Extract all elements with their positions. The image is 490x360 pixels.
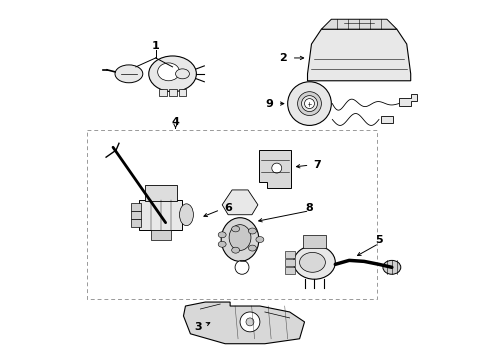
Bar [131,203,141,211]
Polygon shape [222,190,258,215]
Bar [285,260,294,266]
Ellipse shape [294,246,335,279]
Text: 3: 3 [195,322,202,332]
Bar [131,211,141,219]
Text: 4: 4 [172,117,179,127]
Text: 9: 9 [266,99,274,109]
Bar [139,200,182,230]
Text: 1: 1 [152,41,160,51]
Bar [302,235,326,248]
Bar [145,185,176,201]
Ellipse shape [115,65,143,83]
Bar [151,230,171,239]
Ellipse shape [175,69,190,79]
Circle shape [272,163,282,173]
Bar [169,89,176,96]
Ellipse shape [383,260,401,274]
Bar [87,130,377,299]
Polygon shape [183,302,305,344]
Bar [285,251,294,258]
Ellipse shape [158,63,179,81]
Ellipse shape [248,245,256,251]
Ellipse shape [248,228,256,234]
Ellipse shape [218,241,226,247]
Text: 5: 5 [375,234,383,244]
Bar [159,89,167,96]
Polygon shape [259,150,291,188]
Polygon shape [308,29,411,81]
Text: 6: 6 [224,203,232,213]
Bar [131,219,141,227]
Ellipse shape [179,204,194,226]
Bar [285,267,294,274]
Ellipse shape [232,226,240,232]
Circle shape [240,312,260,332]
Ellipse shape [232,247,240,253]
Circle shape [246,318,254,326]
Circle shape [305,99,315,109]
Text: 2: 2 [279,53,287,63]
Text: 7: 7 [314,160,321,170]
Polygon shape [321,19,397,29]
Polygon shape [381,116,393,123]
Bar [178,89,187,96]
Ellipse shape [221,218,259,261]
Circle shape [235,260,249,274]
Ellipse shape [229,225,251,251]
Ellipse shape [218,232,226,238]
Ellipse shape [149,56,196,92]
Ellipse shape [299,252,325,272]
Text: 8: 8 [306,203,314,213]
Circle shape [288,82,331,125]
Ellipse shape [256,237,264,243]
Polygon shape [399,94,416,105]
